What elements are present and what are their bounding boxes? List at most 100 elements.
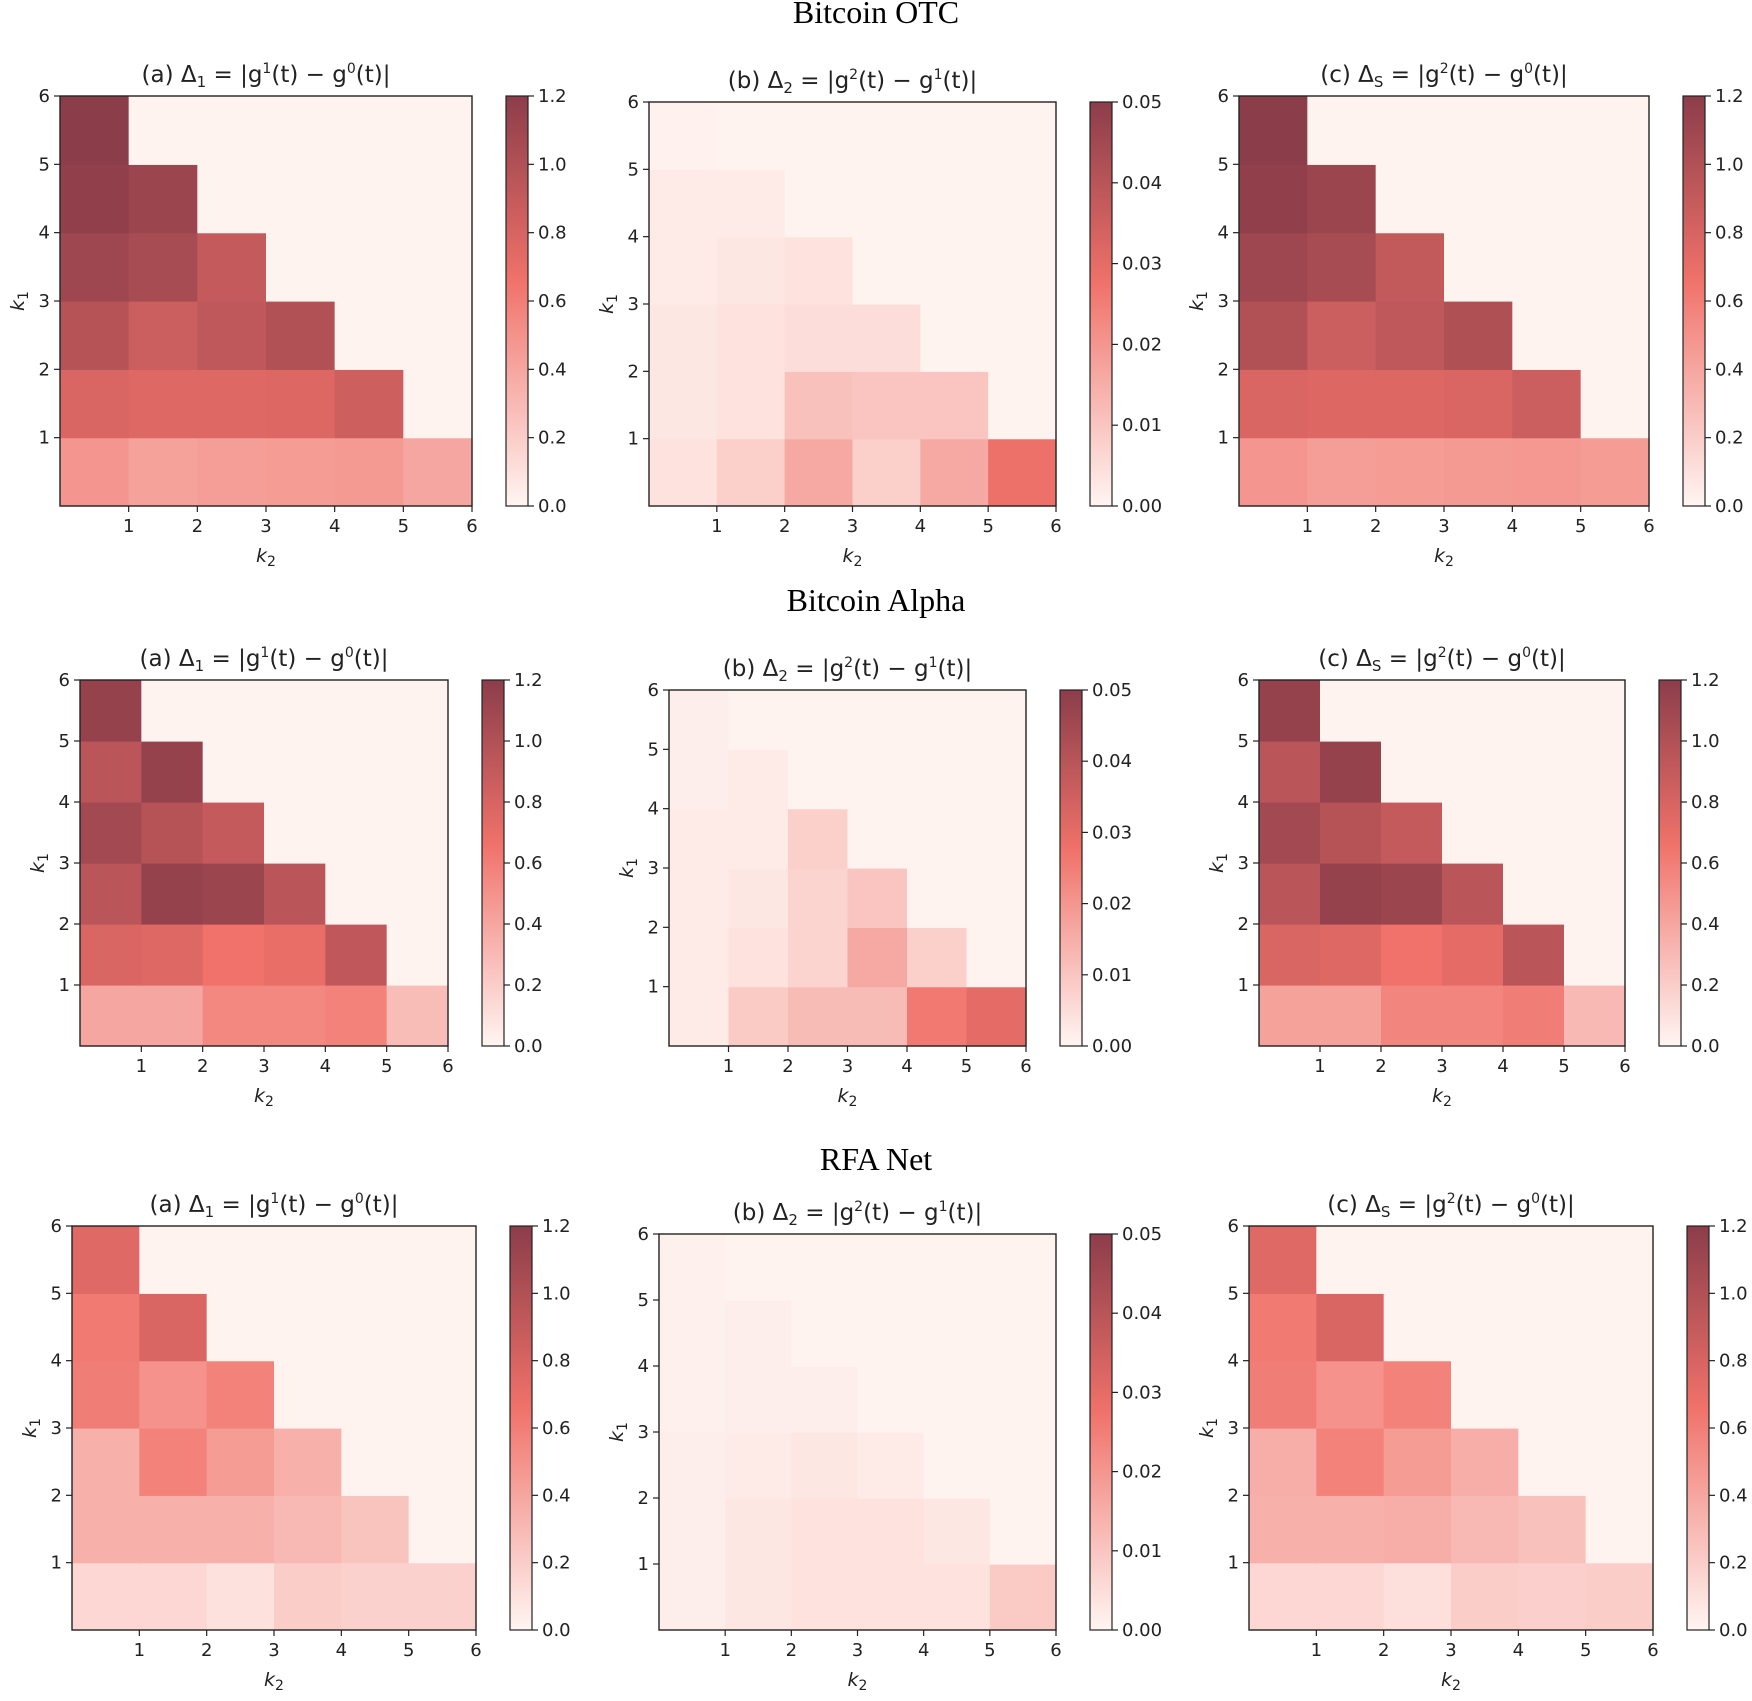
colorbar-tick-label: 0.6 (542, 1418, 571, 1439)
y-tick-label: 2 (59, 914, 70, 935)
y-axis-label: k1 (606, 1422, 631, 1442)
heatmap-cell (784, 236, 854, 305)
heatmap-cell (847, 927, 908, 988)
colorbar-tick-label: 1.0 (1719, 1283, 1748, 1304)
y-axis-label: k1 (7, 291, 32, 311)
y-tick-label: 3 (1218, 291, 1229, 312)
heatmap-cell (206, 1360, 275, 1429)
heatmap-cell (1518, 1293, 1587, 1362)
heatmap-cell (1320, 802, 1382, 864)
panel-title: (a) Δ1 = |g1(t) − g0(t)| (150, 1191, 399, 1221)
panel-title: (a) Δ1 = |g1(t) − g0(t)| (142, 61, 391, 91)
heatmap-cell (784, 371, 854, 440)
heatmap-cell (60, 437, 130, 507)
heatmap-cell (325, 802, 388, 864)
x-tick-label: 5 (1575, 516, 1586, 537)
x-tick-label: 2 (786, 1640, 797, 1661)
heatmap-cell (1383, 1495, 1452, 1564)
heatmap-cell (988, 236, 1057, 305)
heatmap-cell (1518, 1360, 1587, 1429)
heatmap-cell (139, 1360, 208, 1429)
heatmap-cell (403, 301, 473, 370)
y-tick-label: 2 (648, 917, 659, 938)
colorbar-tick-label: 0.8 (1715, 223, 1744, 244)
heatmap-cell (128, 96, 198, 165)
y-tick-label: 5 (51, 1283, 62, 1304)
colorbar-tick-label: 1.2 (514, 670, 543, 691)
heatmap-cell (1316, 1293, 1385, 1362)
x-tick-label: 6 (1050, 516, 1061, 537)
heatmap-cell (1375, 232, 1445, 302)
colorbar-tick-label: 0.2 (1715, 428, 1744, 449)
heatmap-cell (847, 749, 908, 810)
heatmap-cell (788, 749, 849, 810)
heatmap-cell (334, 369, 404, 439)
x-tick-label: 3 (260, 516, 271, 537)
heatmap-cell (1503, 985, 1565, 1047)
heatmap-cell (341, 1360, 410, 1429)
x-tick-label: 1 (1311, 1640, 1322, 1661)
heatmap-cell (1585, 1226, 1654, 1294)
x-tick-label: 5 (982, 516, 993, 537)
heatmap-cell (274, 1428, 342, 1496)
heatmap-cell (139, 1428, 208, 1496)
x-tick-label: 1 (136, 1056, 147, 1077)
heatmap-cell (852, 438, 921, 507)
colorbar-tick-label: 0.02 (1122, 334, 1162, 355)
heatmap-cell (72, 1293, 140, 1362)
heatmap-panel-8: (c) ΔS = |g2(t) − g0(t)| 1 2 3 4 5 6 1 2 3 4 5 6 k2 k1… (1196, 1191, 1748, 1694)
y-tick-label: 3 (39, 291, 50, 312)
x-axis-label: k2 (838, 1085, 858, 1110)
x-tick-label: 1 (723, 1056, 734, 1077)
x-tick-label: 4 (915, 516, 926, 537)
colorbar-tick-label: 0.02 (1122, 1462, 1162, 1483)
heatmap-cell (649, 438, 718, 507)
colorbar-tick-label: 1.2 (542, 1216, 571, 1237)
heatmap-cell (341, 1293, 410, 1362)
heatmap-cell (669, 868, 730, 928)
x-axis-label: k2 (1441, 1669, 1461, 1694)
heatmap-panel-5: (c) ΔS = |g2(t) − g0(t)| 1 2 3 4 5 6 1 2 3 4 5 6 k2 k1… (1206, 645, 1720, 1110)
heatmap-cell (1503, 741, 1565, 803)
colorbar (505, 95, 529, 507)
y-tick-label: 2 (51, 1485, 62, 1506)
y-tick-label: 6 (1228, 1216, 1239, 1237)
heatmap-cell (847, 868, 908, 928)
heatmap-cell (1451, 1495, 1519, 1564)
panel-title: (a) Δ1 = |g1(t) − g0(t)| (140, 645, 389, 675)
heatmap-cell (1442, 924, 1504, 986)
heatmap-cell (920, 304, 989, 372)
heatmap-cell (788, 808, 849, 869)
y-tick-label: 5 (1238, 731, 1249, 752)
heatmap-cell (266, 301, 336, 370)
heatmap-cell (649, 236, 718, 305)
heatmap-cell (403, 232, 473, 302)
x-tick-label: 1 (711, 516, 722, 537)
heatmap-cell (1239, 96, 1308, 165)
y-tick-label: 6 (1238, 670, 1249, 691)
heatmap-cell (1375, 301, 1445, 370)
heatmap-cell (408, 1495, 477, 1564)
heatmap-cell (264, 863, 326, 925)
heatmap-cell (1564, 741, 1626, 803)
heatmap-cell (1442, 802, 1504, 864)
y-axis-label: k1 (1186, 291, 1211, 311)
group-title-bitcoin-alpha: Bitcoin Alpha (787, 582, 966, 618)
heatmap-cell (852, 236, 921, 305)
x-tick-label: 6 (442, 1056, 453, 1077)
y-tick-label: 2 (39, 359, 50, 380)
x-tick-label: 1 (1314, 1056, 1325, 1077)
heatmap-cell (264, 924, 326, 986)
heatmap-cell (1564, 802, 1626, 864)
panel-title: (c) ΔS = |g2(t) − g0(t)| (1318, 645, 1565, 675)
heatmap-cell (923, 1234, 991, 1301)
heatmap-cell (1580, 369, 1650, 439)
colorbar-tick-label: 0.01 (1122, 1541, 1162, 1562)
colorbar-tick-label: 1.0 (542, 1283, 571, 1304)
heatmap-cell (1444, 232, 1513, 302)
x-tick-label: 6 (1619, 1056, 1630, 1077)
heatmap-cell (141, 863, 204, 925)
heatmap-cell (659, 1432, 726, 1499)
x-tick-label: 1 (719, 1640, 730, 1661)
heatmap-cell (847, 986, 908, 1047)
